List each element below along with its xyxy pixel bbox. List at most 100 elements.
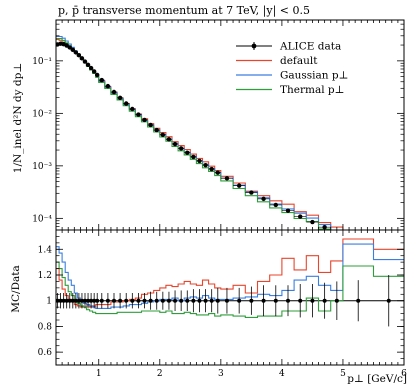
ratio-y-tick-label: 1.2 xyxy=(38,271,52,281)
x-axis-label: p⊥ [GeV/c] xyxy=(347,373,407,385)
ratio-data-point xyxy=(191,298,196,303)
data-point xyxy=(387,251,391,255)
data-point xyxy=(215,170,220,175)
data-point xyxy=(73,50,79,55)
ratio-data-point xyxy=(79,298,84,303)
ratio-data-point xyxy=(61,298,66,303)
data-point xyxy=(249,190,254,195)
ratio-y-tick-label: 1 xyxy=(46,297,52,307)
ratio-data-point xyxy=(185,298,190,303)
data-point xyxy=(82,59,88,64)
data-point xyxy=(236,183,242,188)
ratio-data-point xyxy=(99,298,104,303)
ratio-data-point xyxy=(298,298,303,303)
data-point xyxy=(99,77,104,83)
ratio-data-point xyxy=(203,298,208,303)
data-point xyxy=(88,65,94,71)
data-point xyxy=(148,122,153,128)
ratio-y-tick-label: 0.6 xyxy=(38,348,53,358)
ratio-data-point xyxy=(83,298,87,303)
ratio-data-point xyxy=(70,298,75,303)
data-point xyxy=(85,62,91,68)
data-point xyxy=(124,101,129,106)
ratio-data-point xyxy=(386,298,391,303)
x-tick-label: 1 xyxy=(96,369,102,379)
data-point xyxy=(310,219,315,225)
ratio-data-point xyxy=(89,298,94,303)
legend-entry-label: Thermal p⊥ xyxy=(280,84,345,96)
data-point xyxy=(142,117,147,123)
ratio-data-point xyxy=(322,298,327,303)
ratio-data-point xyxy=(67,298,72,303)
ratio-data-point xyxy=(334,298,339,303)
data-point xyxy=(273,202,278,208)
chart-title: p, p̄ transverse momentum at 7 TeV, |y| … xyxy=(58,4,310,17)
ratio-data-point xyxy=(142,298,147,303)
y-axis-label: 1/N_inel d²N dy dp⊥ xyxy=(12,62,24,174)
y-tick-label: 10⁻² xyxy=(32,109,52,119)
data-point xyxy=(111,89,117,95)
data-point xyxy=(178,146,184,151)
ratio-data-point xyxy=(76,298,81,303)
ratio-data-point xyxy=(237,298,242,303)
ratio-data-point xyxy=(136,298,141,303)
legend-entry-label: ALICE data xyxy=(279,41,341,53)
ratio-y-tick-label: 0.8 xyxy=(38,322,53,332)
ratio-data-point xyxy=(95,298,100,303)
ratio-data-point xyxy=(64,298,69,303)
legend-entry-label: default xyxy=(280,55,318,67)
series-2-main-line xyxy=(56,35,332,230)
data-point xyxy=(298,214,303,219)
y-tick-label: 10⁻⁴ xyxy=(32,214,52,224)
data-point xyxy=(70,47,75,53)
data-point xyxy=(261,196,266,202)
ratio-panel-frame xyxy=(55,229,405,366)
x-tick-label: 2 xyxy=(157,369,163,379)
ratio-data-point xyxy=(130,298,135,303)
ratio-data-point xyxy=(286,298,290,303)
ratio-data-point xyxy=(112,298,116,303)
ratio-data-point xyxy=(173,298,178,303)
legend-entry-label: Gaussian p⊥ xyxy=(280,70,349,82)
x-tick-label: 3 xyxy=(218,369,224,379)
x-tick-label: 5 xyxy=(340,369,346,379)
ratio-data-point xyxy=(310,298,315,303)
ratio-data-point xyxy=(73,298,78,303)
main-panel-frame xyxy=(55,19,405,231)
ratio-data-point xyxy=(261,298,266,303)
series-1-main-line xyxy=(56,38,344,230)
ratio-data-point xyxy=(154,298,159,303)
x-tick-label: 4 xyxy=(279,369,285,379)
data-point xyxy=(285,208,291,213)
y-tick-label: 10⁻³ xyxy=(32,162,52,172)
ratio-data-point xyxy=(356,298,361,303)
ratio-y-tick-label: 1.4 xyxy=(38,245,53,255)
data-point xyxy=(79,56,85,61)
ratio-data-point xyxy=(166,298,171,303)
series-3-main-line xyxy=(56,37,332,230)
series-3-ratio-line xyxy=(56,261,404,318)
data-point xyxy=(67,45,72,50)
data-point xyxy=(117,95,123,100)
data-point xyxy=(130,106,135,112)
ratio-data-point xyxy=(179,298,184,303)
data-point xyxy=(95,72,100,78)
ratio-data-point xyxy=(105,298,110,303)
ratio-data-point xyxy=(209,298,214,303)
data-point xyxy=(160,132,166,138)
data-point xyxy=(356,239,360,243)
legend-swatch-marker xyxy=(251,43,257,49)
data-point xyxy=(76,53,82,58)
x-tick-label: 6 xyxy=(401,369,407,379)
ratio-y-axis-label: MC/Data xyxy=(10,265,22,313)
ratio-data-point xyxy=(92,298,97,303)
legend: ALICE data default Gaussian p⊥ Thermal p⊥ xyxy=(236,41,349,96)
ratio-data-point xyxy=(197,298,202,303)
data-point xyxy=(154,127,159,133)
data-point xyxy=(136,112,141,117)
ratio-data-point xyxy=(224,298,229,303)
data-point xyxy=(209,166,214,172)
data-point xyxy=(191,154,196,160)
ratio-data-point xyxy=(249,298,254,303)
